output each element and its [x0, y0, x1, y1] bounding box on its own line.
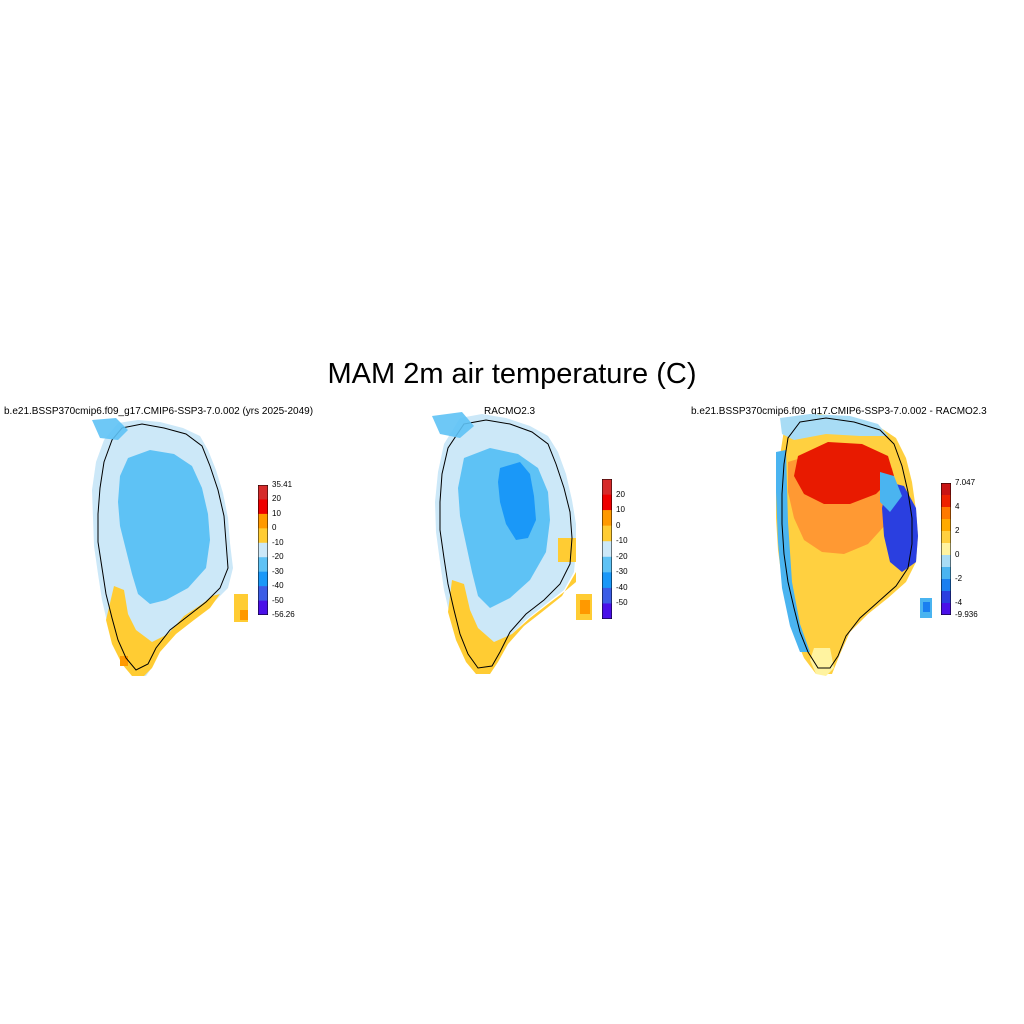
colorbar-tick-label: 20 [272, 494, 281, 504]
colorbar-box [602, 541, 612, 558]
coldest-core [498, 462, 536, 540]
coastline [439, 419, 573, 669]
colorbar-tick-label: -4 [955, 598, 963, 607]
colorbar-tick-label: 7.047 [955, 478, 976, 487]
colorbar-tick-label: 0 [955, 550, 960, 559]
warm-southern-coast [448, 572, 576, 674]
north-ice [432, 412, 474, 438]
colorbar-frame [941, 483, 951, 615]
colorbar-box [941, 519, 951, 532]
colorbar-box [602, 556, 612, 573]
colorbar-box [602, 525, 612, 542]
main-title: MAM 2m air temperature (C) [327, 358, 697, 390]
colorbar-tick-label: -30 [616, 567, 628, 577]
hot-core [794, 442, 894, 504]
east-cool-edge [880, 472, 902, 512]
colorbar-tick-label: 35.41 [272, 480, 293, 489]
colorbar-tick-label: 2 [955, 526, 960, 535]
colorbar-tick-label: -50 [272, 595, 284, 605]
colorbar-tick-label: -20 [616, 551, 628, 561]
map-diff [776, 414, 932, 676]
colorbar-tick-label: 20 [616, 489, 625, 499]
colorbar-box [602, 494, 612, 511]
west-cool-edge [776, 450, 810, 652]
warm-cell [120, 656, 128, 666]
colorbar-tick-label: -40 [616, 582, 628, 592]
colorbar-tick-label: -10 [616, 536, 628, 546]
colorbar-tick-label: -50 [616, 598, 628, 608]
panel-racmo-title: RACMO2.3 [484, 406, 536, 417]
colorbar-box [941, 579, 951, 592]
colorbar-box [941, 603, 951, 615]
colorbar-box [602, 603, 612, 619]
colorbar-frame [602, 479, 612, 619]
colorbar-box [941, 543, 951, 556]
colorbar-frame [258, 485, 268, 615]
colorbar-tick-label: 10 [616, 505, 625, 515]
south-pale-tip [810, 648, 834, 676]
colorbar-box [258, 513, 268, 529]
colorbar-tick-label: -30 [272, 566, 284, 576]
colorbar-box [602, 510, 612, 526]
colorbar-box [602, 479, 612, 495]
colorbar-tick-label: 10 [272, 508, 281, 518]
colorbar-tick-label: -56.26 [272, 610, 295, 619]
colorbar-tick-label: 0 [616, 520, 621, 530]
colorbar-racmo [602, 479, 612, 619]
colorbar-box [258, 557, 268, 572]
map-model [92, 418, 248, 676]
east-island-warm [240, 610, 248, 620]
colorbar-box [941, 483, 951, 496]
east-coast-warm [558, 538, 576, 562]
map-racmo [432, 412, 592, 674]
colorbar-tick-label: -40 [272, 581, 284, 591]
colorbar-box [258, 542, 268, 558]
colorbar-tick-label: -9.936 [955, 610, 978, 619]
cold-interior [118, 450, 210, 604]
colorbar-box [258, 586, 268, 601]
colorbar-model [258, 485, 268, 615]
colorbar-box [941, 567, 951, 580]
colorbar-tick-label: -20 [272, 552, 284, 562]
warm-southern-coast [106, 586, 220, 676]
coastline [97, 423, 229, 671]
east-island-warm [580, 600, 590, 614]
colorbar-box [941, 591, 951, 604]
colorbar-box [941, 507, 951, 520]
colorbar-box [258, 600, 268, 615]
coastline [781, 417, 913, 669]
colorbar-tick-label: -10 [272, 537, 284, 547]
colorbar-box [258, 499, 268, 515]
panel-diff-title: b.e21.BSSP370cmip6.f09_g17.CMIP6-SSP3-7.… [691, 406, 987, 417]
panel-model-title: b.e21.BSSP370cmip6.f09_g17.CMIP6-SSP3-7.… [4, 406, 314, 417]
colorbar-tick-label: 4 [955, 502, 960, 511]
east-island-cold [923, 602, 930, 612]
colorbar-tick-label: 0 [272, 523, 277, 533]
colorbar-diff [941, 483, 951, 615]
colorbar-box [602, 572, 612, 589]
colorbar-box [941, 531, 951, 544]
colorbar-box [602, 587, 612, 604]
colorbar-box [258, 528, 268, 544]
colorbar-box [941, 495, 951, 508]
colorbar-box [258, 571, 268, 587]
north-ice [92, 418, 128, 440]
colorbar-box [258, 485, 268, 500]
colorbar-box [941, 555, 951, 568]
colorbar-tick-label: -2 [955, 574, 963, 583]
